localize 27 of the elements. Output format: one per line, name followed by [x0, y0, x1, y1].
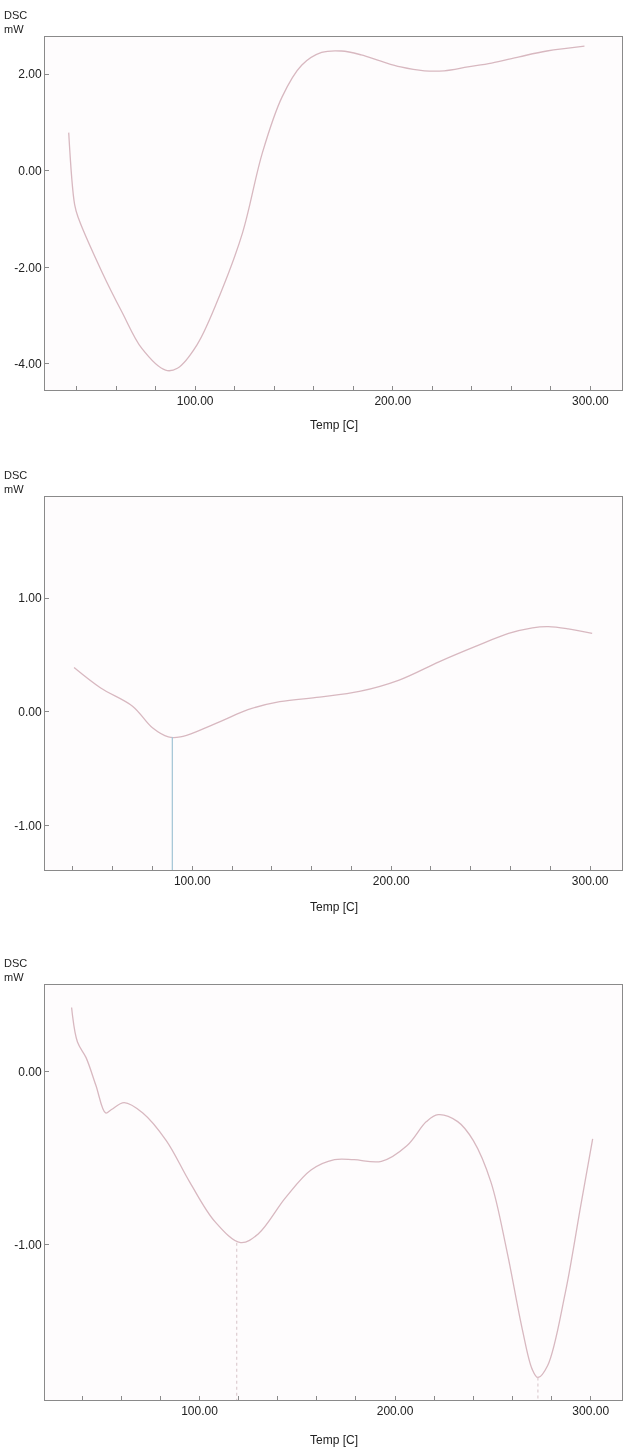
y-tick-label: -4.00 — [14, 357, 42, 372]
y-tick-label: 2.00 — [18, 67, 42, 82]
line-series — [68, 45, 586, 372]
x-tick-label: 300.00 — [571, 874, 609, 889]
y-axis-title: DSC mW — [4, 9, 28, 36]
y-axis-title: DSC mW — [4, 469, 28, 496]
line-series — [73, 625, 593, 739]
y-tick-label: -1.00 — [14, 1237, 42, 1252]
y-tick-label: -2.00 — [14, 260, 42, 275]
line-series — [70, 1006, 594, 1379]
x-axis-title: Temp [C] — [310, 418, 359, 432]
y-tick-label: 0.00 — [18, 163, 42, 178]
y-tick-label: 0.00 — [18, 705, 42, 720]
x-tick-label: 200.00 — [376, 1404, 414, 1419]
x-axis-title: Temp [C] — [310, 1433, 359, 1447]
y-tick-label: 0.00 — [18, 1064, 42, 1079]
x-tick-label: 100.00 — [173, 874, 211, 889]
x-tick-label: 300.00 — [572, 1404, 610, 1419]
x-tick-label: 100.00 — [181, 1404, 219, 1419]
y-axis-title: DSC mW — [4, 957, 28, 984]
x-tick-label: 200.00 — [372, 874, 410, 889]
x-tick-label: 300.00 — [572, 394, 610, 409]
x-tick-label: 200.00 — [374, 394, 412, 409]
x-tick-label: 100.00 — [176, 394, 214, 409]
y-tick-label: -1.00 — [14, 818, 42, 833]
y-tick-label: 1.00 — [18, 591, 42, 606]
x-axis-title: Temp [C] — [310, 900, 359, 914]
